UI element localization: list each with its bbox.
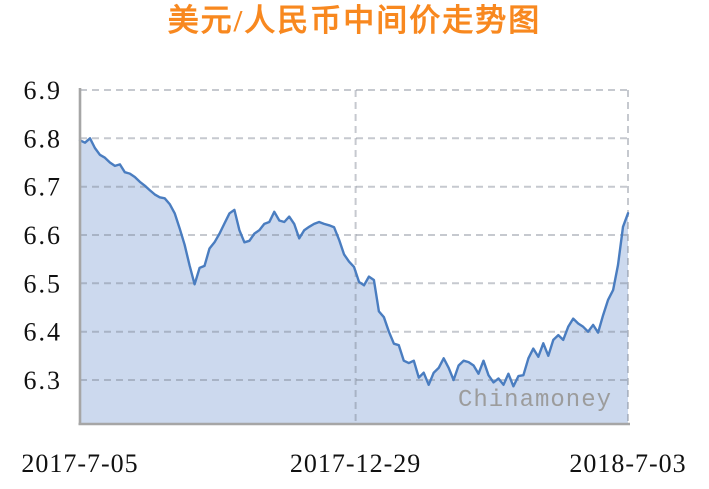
y-axis-tick-label: 6.9: [24, 76, 63, 105]
area-fill: [80, 138, 628, 425]
y-axis-tick-label: 6.6: [24, 221, 63, 250]
area-layer: [80, 138, 628, 425]
line-layer: [78, 137, 630, 388]
y-axis-tick-label: 6.5: [24, 269, 63, 298]
labels-layer: 6.9 6.8 6.7 6.6 6.5 6.4 6.3 2017-7-05 2017-12-29…: [21, 76, 686, 478]
grid-layer: [80, 89, 629, 424]
watermark: Chinamoney: [458, 387, 612, 414]
y-axis-tick-label: 6.4: [24, 318, 63, 347]
axes-layer: [78, 88, 630, 426]
x-axis-tick-label: 2018-7-03: [569, 449, 686, 478]
y-axis-tick-label: 6.8: [24, 124, 63, 153]
x-axis-tick-label: 2017-7-05: [21, 449, 138, 478]
chart-title: 美元/人民币中间价走势图: [167, 3, 542, 38]
rate-line: [78, 137, 630, 388]
y-axis-tick-label: 6.3: [24, 366, 63, 395]
y-axis-tick-label: 6.7: [24, 173, 63, 202]
x-axis-tick-label: 2017-12-29: [290, 449, 421, 478]
